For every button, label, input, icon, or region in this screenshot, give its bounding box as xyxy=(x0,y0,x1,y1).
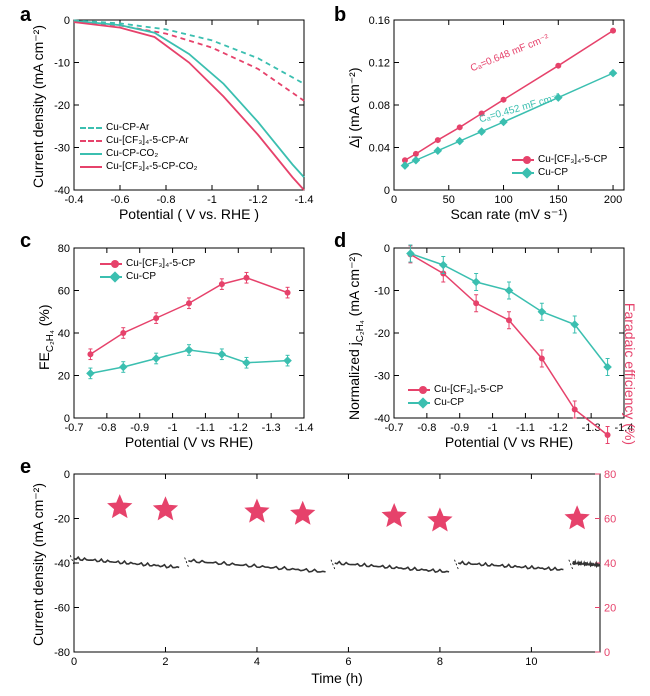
svg-text:0.04: 0.04 xyxy=(369,143,390,155)
svg-text:-1: -1 xyxy=(488,422,498,434)
svg-text:6: 6 xyxy=(345,656,351,668)
plot-d-legend: Cu-[CF₃]₄-5-CPCu-CP xyxy=(408,384,503,410)
plot-b-xlabel: Scan rate (mV s⁻¹) xyxy=(394,206,624,223)
svg-text:0.08: 0.08 xyxy=(369,100,390,112)
svg-text:-1.3: -1.3 xyxy=(262,422,281,434)
plot-e-svg: 02468100-20-40-60-80020406080 xyxy=(74,474,600,652)
svg-text:-1.1: -1.1 xyxy=(516,422,535,434)
svg-text:-1.2: -1.2 xyxy=(549,422,568,434)
svg-text:0: 0 xyxy=(384,185,390,197)
svg-text:60: 60 xyxy=(604,514,616,526)
svg-text:60: 60 xyxy=(58,286,70,298)
svg-text:40: 40 xyxy=(58,328,70,340)
svg-text:-30: -30 xyxy=(54,143,70,155)
plot-e-ylabel-left: Current density (mA cm⁻²) xyxy=(30,483,47,646)
plot-d-xlabel: Potential (V vs RHE) xyxy=(394,434,624,450)
svg-text:200: 200 xyxy=(604,194,622,206)
svg-text:100: 100 xyxy=(494,194,512,206)
svg-text:-40: -40 xyxy=(374,413,390,425)
svg-text:10: 10 xyxy=(525,656,537,668)
svg-text:-0.8: -0.8 xyxy=(97,422,116,434)
svg-text:0: 0 xyxy=(71,656,77,668)
svg-text:-0.9: -0.9 xyxy=(130,422,149,434)
svg-text:-20: -20 xyxy=(54,100,70,112)
svg-text:0.12: 0.12 xyxy=(369,58,390,70)
svg-text:-0.8: -0.8 xyxy=(157,194,176,206)
svg-text:-10: -10 xyxy=(54,58,70,70)
svg-text:4: 4 xyxy=(254,656,260,668)
svg-text:0: 0 xyxy=(391,194,397,206)
svg-text:0.16: 0.16 xyxy=(369,15,390,27)
plot-e-xlabel: Time (h) xyxy=(74,670,600,686)
svg-text:150: 150 xyxy=(549,194,567,206)
svg-text:50: 50 xyxy=(443,194,455,206)
plot-c-xlabel: Potential (V vs RHE) xyxy=(74,434,304,450)
svg-text:-1: -1 xyxy=(168,422,178,434)
svg-text:-0.8: -0.8 xyxy=(417,422,436,434)
svg-text:-10: -10 xyxy=(374,286,390,298)
svg-text:-1.4: -1.4 xyxy=(295,422,314,434)
svg-text:-40: -40 xyxy=(54,558,70,570)
svg-text:-1.2: -1.2 xyxy=(229,422,248,434)
svg-text:0: 0 xyxy=(384,243,390,255)
svg-text:20: 20 xyxy=(604,603,616,615)
svg-text:0: 0 xyxy=(64,469,70,481)
svg-text:0: 0 xyxy=(604,647,610,659)
plot-e: 02468100-20-40-60-80020406080 xyxy=(74,474,600,652)
svg-text:-0.6: -0.6 xyxy=(111,194,130,206)
svg-text:-40: -40 xyxy=(54,185,70,197)
svg-text:0: 0 xyxy=(64,15,70,27)
plot-c-ylabel: FEC₂H₄ (%) xyxy=(36,304,56,370)
plot-b-legend: Cu-[CF₃]₄-5-CPCu-CP xyxy=(512,154,607,180)
svg-text:0: 0 xyxy=(64,413,70,425)
panel-letter-a: a xyxy=(20,4,31,27)
plot-a-ylabel: Current density (mA cm⁻²) xyxy=(30,25,47,188)
svg-text:40: 40 xyxy=(604,558,616,570)
svg-text:-1.1: -1.1 xyxy=(196,422,215,434)
plot-b-ylabel: Δj (mA cm⁻²) xyxy=(346,67,363,148)
plot-a-legend: Cu-CP-ArCu-[CF₃]₄-5-CP-ArCu-CP-CO₂Cu-[CF… xyxy=(80,122,197,174)
svg-text:-60: -60 xyxy=(54,603,70,615)
plot-e-ylabel-right: Faradaic efficiency (%) xyxy=(622,274,638,474)
panel-letter-d: d xyxy=(334,230,346,253)
svg-text:2: 2 xyxy=(162,656,168,668)
plot-d-ylabel: Normalized jC₂H₄ (mA cm⁻²) xyxy=(346,252,366,420)
svg-text:-30: -30 xyxy=(374,371,390,383)
svg-text:-20: -20 xyxy=(374,328,390,340)
plot-c-legend: Cu-[CF₃]₄-5-CPCu-CP xyxy=(100,258,195,284)
svg-text:80: 80 xyxy=(604,469,616,481)
panel-letter-c: c xyxy=(20,230,31,253)
svg-text:20: 20 xyxy=(58,371,70,383)
svg-text:80: 80 xyxy=(58,243,70,255)
svg-text:-1.2: -1.2 xyxy=(249,194,268,206)
plot-a-xlabel: Potential ( V vs. RHE ) xyxy=(74,206,304,222)
panel-letter-e: e xyxy=(20,456,31,479)
svg-text:8: 8 xyxy=(437,656,443,668)
svg-text:-0.9: -0.9 xyxy=(450,422,469,434)
panel-letter-b: b xyxy=(334,4,346,27)
svg-text:-1.4: -1.4 xyxy=(295,194,314,206)
svg-text:-80: -80 xyxy=(54,647,70,659)
svg-text:-20: -20 xyxy=(54,514,70,526)
svg-text:-1: -1 xyxy=(207,194,217,206)
